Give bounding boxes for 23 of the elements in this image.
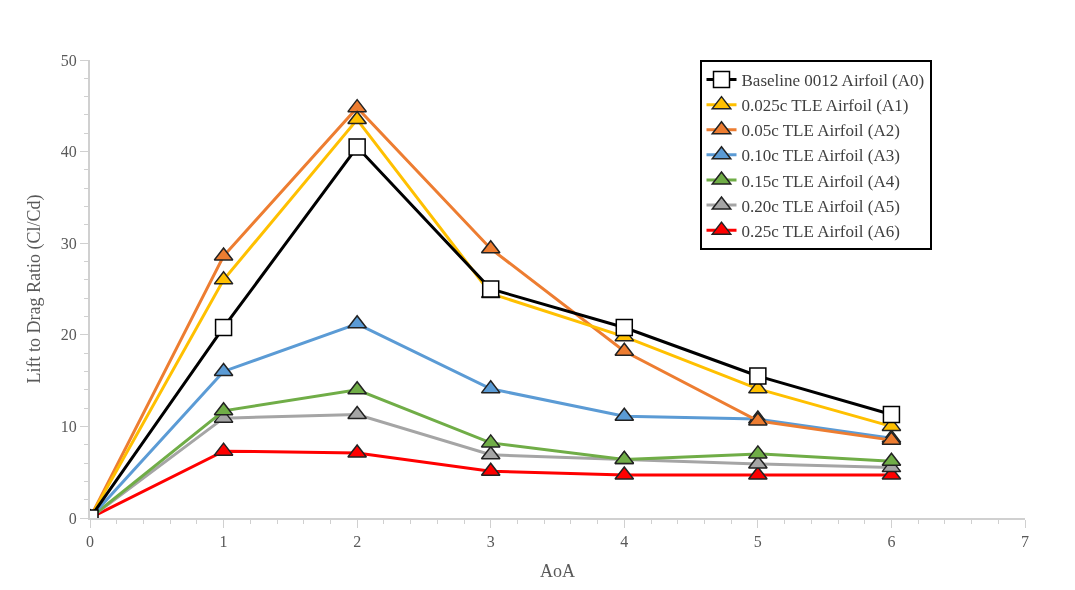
y-tick-label: 20 (60, 326, 77, 344)
y-axis-title: Lift to Drag Ratio (Cl/Cd) (24, 194, 46, 384)
x-tick-label: 1 (219, 533, 228, 551)
legend-label: 0.15c TLE Airfoil (A4) (741, 171, 900, 191)
x-axis-title: AoA (540, 560, 575, 581)
x-tick-label: 2 (353, 533, 362, 551)
y-tick-label: 40 (60, 143, 77, 161)
x-tick-label: 6 (887, 533, 896, 551)
legend-label: 0.05c TLE Airfoil (A2) (741, 121, 900, 141)
legend-label: 0.25c TLE Airfoil (A6) (741, 221, 900, 241)
legend-label: Baseline 0012 Airfoil (A0) (741, 71, 925, 91)
x-tick-label: 0 (86, 533, 94, 551)
legend-label: 0.20c TLE Airfoil (A5) (741, 196, 900, 216)
legend-label: 0.10c TLE Airfoil (A3) (741, 146, 900, 166)
x-tick-label: 3 (486, 533, 495, 551)
x-tick-label: 4 (620, 533, 629, 551)
y-tick-label: 0 (68, 509, 77, 527)
y-tick-label: 10 (60, 418, 77, 435)
y-tick-label: 50 (60, 51, 77, 69)
y-tick-label: 30 (60, 234, 77, 252)
x-tick-label: 7 (1021, 533, 1029, 551)
x-tick-label: 5 (753, 533, 762, 551)
legend-label: 0.025c TLE Airfoil (A1) (741, 96, 909, 116)
